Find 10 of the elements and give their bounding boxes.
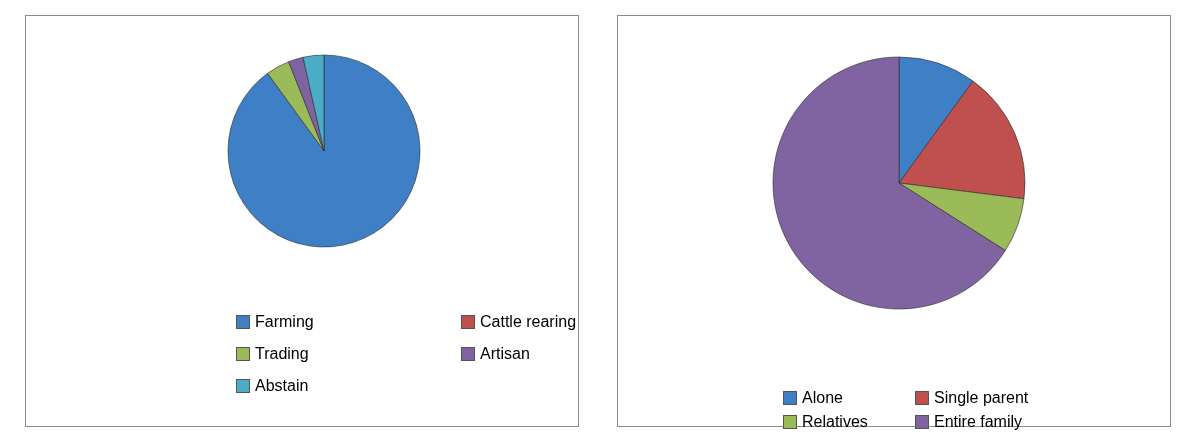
legend-label: Entire family [934,413,1023,431]
legend-label: Abstain [255,377,309,395]
pie-slice [227,54,421,248]
legend-label: Relatives [802,413,868,431]
legend-label: Farming [255,313,314,331]
legend-label: Trading [255,345,309,363]
legend-label: Cattle rearing [480,313,577,331]
legend-label: Artisan [480,345,530,363]
legend-label: Single parent [934,389,1029,407]
legend-label: Alone [802,389,843,407]
